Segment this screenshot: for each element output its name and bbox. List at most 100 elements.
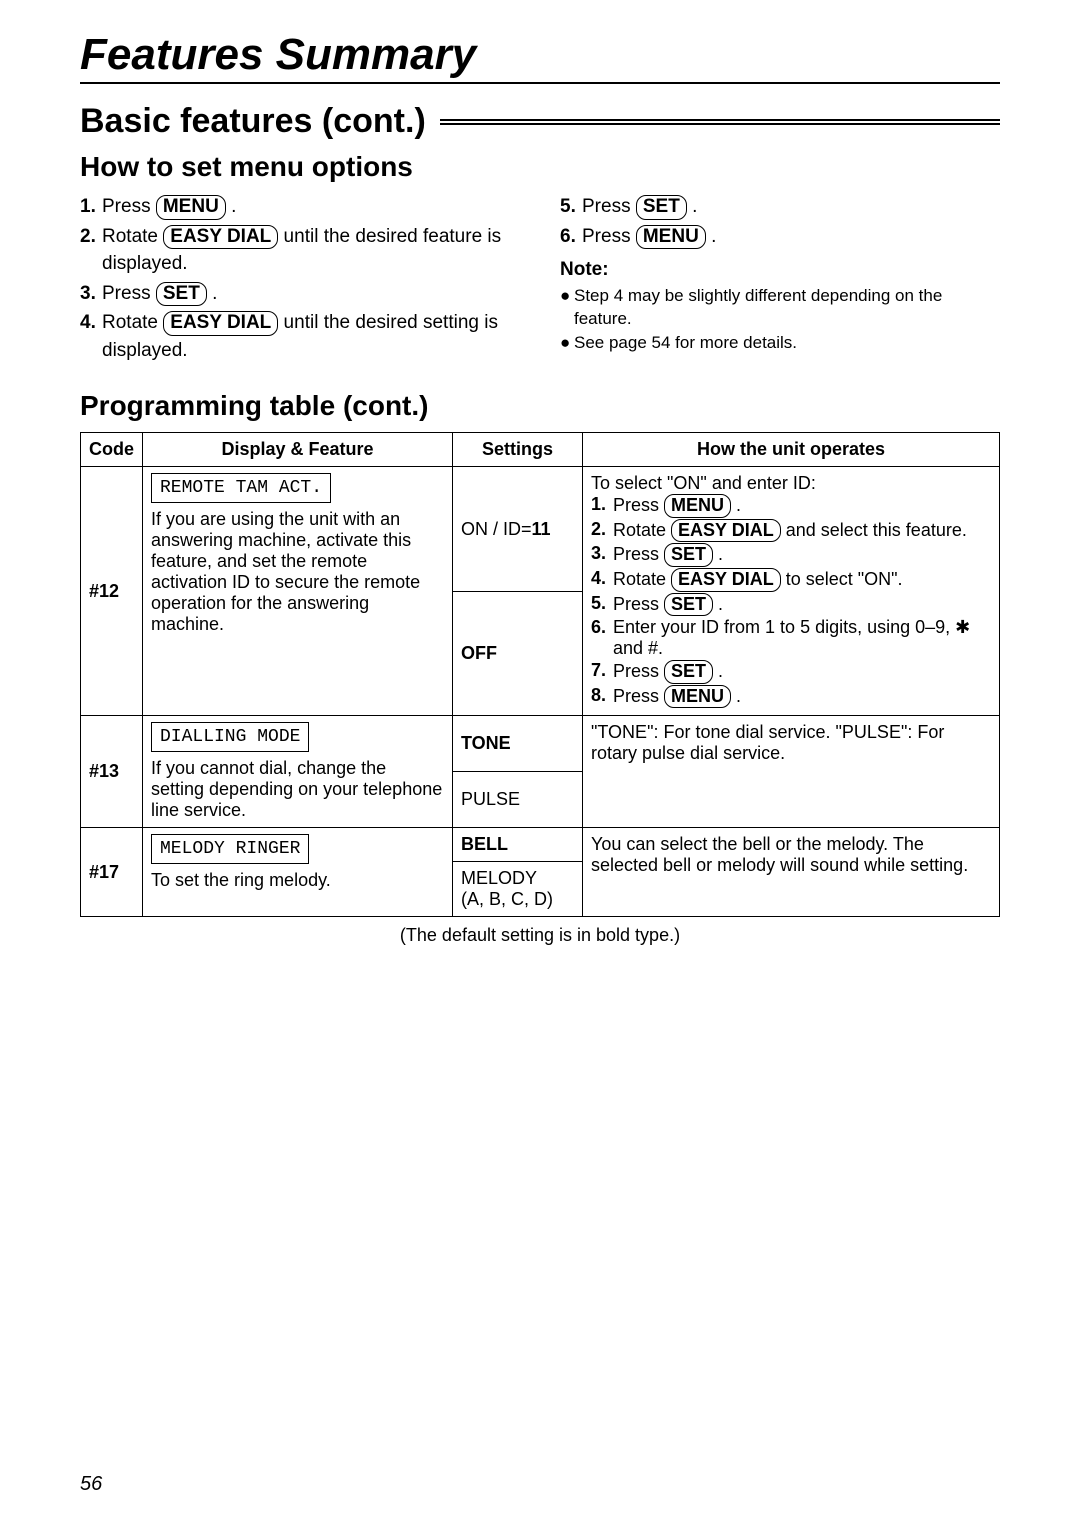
display-label-box: REMOTE TAM ACT. bbox=[151, 473, 331, 503]
operates-step: 3.Press SET . bbox=[591, 543, 991, 567]
step-suffix: . bbox=[687, 196, 698, 217]
settings-cell: OFF bbox=[453, 591, 583, 716]
instructions-right-col: 5. Press SET . 6. Press MENU . Note: ● S… bbox=[560, 193, 1000, 366]
page-number: 56 bbox=[80, 1473, 102, 1496]
display-label-box: MELODY RINGER bbox=[151, 834, 309, 864]
bullet-icon: ● bbox=[560, 331, 574, 355]
step-number: 4. bbox=[591, 568, 613, 592]
page-title: Features Summary bbox=[80, 30, 1000, 84]
table-row: #17 MELODY RINGER To set the ring melody… bbox=[81, 828, 1000, 862]
setting-value: MELODY bbox=[461, 868, 574, 889]
step: 4. Rotate EASY DIAL until the desired se… bbox=[80, 309, 520, 364]
menu-button-label: MENU bbox=[156, 195, 226, 220]
set-button-label: SET bbox=[664, 660, 713, 684]
step-body: Press MENU . bbox=[582, 223, 1000, 251]
operates-step: 8.Press MENU . bbox=[591, 685, 991, 709]
step-body: Press MENU . bbox=[613, 494, 991, 518]
display-description: If you are using the unit with an answer… bbox=[151, 509, 444, 635]
step-prefix: Press bbox=[613, 594, 664, 614]
display-description: To set the ring melody. bbox=[151, 870, 444, 891]
step-body: Press SET . bbox=[582, 193, 1000, 221]
operates-step: 5.Press SET . bbox=[591, 593, 991, 617]
step-number: 2. bbox=[591, 519, 613, 543]
step-suffix: and select this feature. bbox=[781, 520, 967, 540]
step-suffix: . bbox=[226, 196, 237, 217]
display-description: If you cannot dial, change the setting d… bbox=[151, 758, 444, 821]
operates-cell: You can select the bell or the melody. T… bbox=[583, 828, 1000, 917]
note-heading: Note: bbox=[560, 256, 1000, 284]
note-text: Step 4 may be slightly different dependi… bbox=[574, 284, 1000, 332]
operates-cell: "TONE": For tone dial service. "PULSE": … bbox=[583, 716, 1000, 828]
table-row: #13 DIALLING MODE If you cannot dial, ch… bbox=[81, 716, 1000, 772]
settings-cell: BELL bbox=[453, 828, 583, 862]
step-prefix: Press bbox=[613, 495, 664, 515]
table-row: #12 REMOTE TAM ACT. If you are using the… bbox=[81, 467, 1000, 592]
settings-cell: PULSE bbox=[453, 772, 583, 828]
step-number: 3. bbox=[591, 543, 613, 567]
step-number: 7. bbox=[591, 660, 613, 684]
settings-cell: MELODY (A, B, C, D) bbox=[453, 862, 583, 917]
setting-value-detail: (A, B, C, D) bbox=[461, 889, 574, 910]
step-suffix: . bbox=[207, 283, 218, 304]
instructions-left-col: 1. Press MENU . 2. Rotate EASY DIAL unti… bbox=[80, 193, 520, 366]
easy-dial-button-label: EASY DIAL bbox=[671, 519, 781, 543]
subtitle: How to set menu options bbox=[80, 151, 1000, 183]
operates-cell: To select "ON" and enter ID: 1.Press MEN… bbox=[583, 467, 1000, 716]
programming-table-title: Programming table (cont.) bbox=[80, 390, 1000, 422]
step-suffix: . bbox=[706, 226, 717, 247]
setting-value: ON / ID= bbox=[461, 519, 532, 539]
step-prefix: Press bbox=[613, 686, 664, 706]
col-header-operates: How the unit operates bbox=[583, 433, 1000, 467]
step-body: Press SET . bbox=[102, 280, 520, 308]
step-body: Press MENU . bbox=[102, 193, 520, 221]
set-button-label: SET bbox=[156, 282, 207, 307]
display-feature-cell: MELODY RINGER To set the ring melody. bbox=[143, 828, 453, 917]
easy-dial-button-label: EASY DIAL bbox=[163, 311, 278, 336]
step-number: 1. bbox=[591, 494, 613, 518]
default-note: (The default setting is in bold type.) bbox=[80, 925, 1000, 946]
instructions-columns: 1. Press MENU . 2. Rotate EASY DIAL unti… bbox=[80, 193, 1000, 366]
step-number: 6. bbox=[560, 223, 582, 251]
step-body: Rotate EASY DIAL and select this feature… bbox=[613, 519, 991, 543]
code-cell: #12 bbox=[81, 467, 143, 716]
col-header-settings: Settings bbox=[453, 433, 583, 467]
step-suffix: . bbox=[713, 544, 723, 564]
step-prefix: Enter your ID from 1 to 5 digits, using … bbox=[613, 617, 970, 658]
step-prefix: Press bbox=[102, 283, 156, 304]
note-item: ● See page 54 for more details. bbox=[560, 331, 1000, 355]
step-number: 4. bbox=[80, 309, 102, 364]
step: 2. Rotate EASY DIAL until the desired fe… bbox=[80, 223, 520, 278]
step: 5. Press SET . bbox=[560, 193, 1000, 221]
operates-step: 2.Rotate EASY DIAL and select this featu… bbox=[591, 519, 991, 543]
step-prefix: Press bbox=[613, 544, 664, 564]
step-number: 6. bbox=[591, 617, 613, 659]
note-item: ● Step 4 may be slightly different depen… bbox=[560, 284, 1000, 332]
code-cell: #17 bbox=[81, 828, 143, 917]
bullet-icon: ● bbox=[560, 284, 574, 332]
step-body: Press SET . bbox=[613, 543, 991, 567]
step-number: 2. bbox=[80, 223, 102, 278]
operates-step: 7.Press SET . bbox=[591, 660, 991, 684]
table-header-row: Code Display & Feature Settings How the … bbox=[81, 433, 1000, 467]
step-prefix: Press bbox=[582, 226, 636, 247]
step-prefix: Rotate bbox=[102, 312, 163, 333]
step: 3. Press SET . bbox=[80, 280, 520, 308]
step-suffix: . bbox=[713, 594, 723, 614]
step-prefix: Rotate bbox=[102, 226, 163, 247]
step-prefix: Rotate bbox=[613, 569, 671, 589]
code-cell: #13 bbox=[81, 716, 143, 828]
step-body: Rotate EASY DIAL until the desired setti… bbox=[102, 309, 520, 364]
section-header-text: Basic features (cont.) bbox=[80, 102, 426, 141]
step-prefix: Press bbox=[613, 661, 664, 681]
display-feature-cell: DIALLING MODE If you cannot dial, change… bbox=[143, 716, 453, 828]
programming-table: Code Display & Feature Settings How the … bbox=[80, 432, 1000, 917]
step-number: 5. bbox=[560, 193, 582, 221]
step-body: Press SET . bbox=[613, 593, 991, 617]
step-suffix: . bbox=[731, 495, 741, 515]
step-suffix: . bbox=[731, 686, 741, 706]
note-list: ● Step 4 may be slightly different depen… bbox=[560, 284, 1000, 355]
operates-step: 1.Press MENU . bbox=[591, 494, 991, 518]
step: 1. Press MENU . bbox=[80, 193, 520, 221]
section-header: Basic features (cont.) bbox=[80, 102, 1000, 141]
col-header-display: Display & Feature bbox=[143, 433, 453, 467]
